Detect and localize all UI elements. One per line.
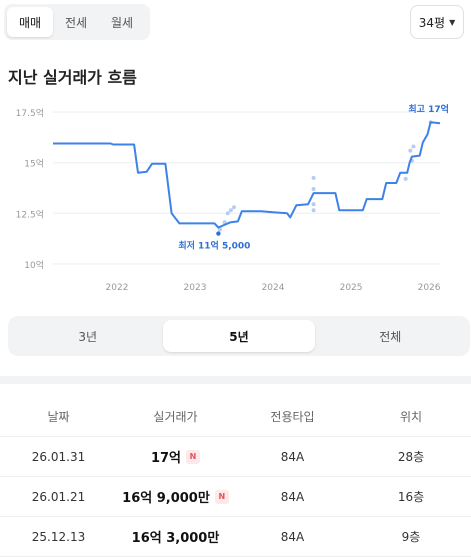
tab-jeonse[interactable]: 전세 [64, 15, 88, 30]
row-date: 25.12.13 [31, 529, 86, 544]
min-price-label: 최저 11억 5,000 [178, 240, 250, 252]
y-tick-label: 17.5억 [16, 107, 44, 119]
row-type: 84A [280, 529, 305, 544]
x-tick-label: 2025 [340, 283, 363, 293]
table-header-row: 날짜 실거래가 전용타입 위치 [0, 396, 471, 437]
new-badge: N [186, 449, 201, 464]
tab-range-3y[interactable]: 3년 [78, 329, 97, 344]
y-tick-label: 10억 [24, 259, 44, 271]
tab-sale[interactable]: 매매 [7, 7, 53, 37]
transaction-dot [311, 175, 316, 180]
header-floor: 위치 [399, 409, 423, 424]
header-date: 날짜 [47, 409, 70, 424]
transaction-dot [311, 187, 316, 192]
row-price-cell: 16억 9,000만 N [117, 487, 234, 506]
header-type: 전용타입 [270, 409, 315, 424]
row-price: 17억 [150, 451, 182, 466]
transaction-dot [403, 176, 408, 181]
row-type: 84A [280, 449, 305, 464]
x-tick-label: 2022 [106, 283, 129, 293]
transaction-dot [228, 208, 233, 213]
transaction-dot [408, 148, 413, 153]
chevron-down-icon: ▼ [449, 17, 456, 27]
header-price: 실거래가 [153, 409, 198, 424]
transaction-table: 날짜 실거래가 전용타입 위치 26.01.31 17억 N 84A 28층 2… [0, 396, 471, 557]
period-range-tabs: 3년 5년 전체 [8, 316, 470, 356]
row-price-cell: 16억 3,000만 [117, 527, 234, 546]
row-floor: 16층 [397, 490, 425, 504]
price-trend-chart: 10억 12.5억 15억 17.5억 2022 2023 2024 2025 2026 최고 1… [16, 103, 449, 293]
row-price-cell: 17억 N [117, 447, 234, 466]
tab-monthly-rent[interactable]: 월세 [110, 15, 134, 30]
row-date: 26.01.21 [31, 489, 86, 504]
x-tick-label: 2023 [184, 283, 207, 293]
section-title: 지난 실거래가 흐름 [8, 68, 137, 87]
y-tick-label: 12.5억 [16, 208, 44, 220]
table-row[interactable]: 25.12.13 16억 3,000만 84A 9층 [0, 517, 471, 557]
row-price: 16억 9,000만 [122, 491, 210, 506]
transaction-dot [217, 227, 222, 232]
transaction-dot [311, 208, 316, 213]
new-badge: N [214, 489, 229, 504]
row-floor: 28층 [397, 450, 425, 464]
size-select-value: 34평 [418, 15, 446, 30]
tab-range-5y[interactable]: 5년 [163, 320, 315, 352]
transaction-dot [232, 205, 237, 210]
row-price: 16억 3,000만 [131, 531, 220, 546]
price-line [53, 121, 441, 229]
row-date: 26.01.31 [31, 449, 86, 464]
x-tick-label: 2024 [262, 283, 285, 293]
size-select[interactable]: 34평 ▼ [410, 5, 464, 39]
section-divider [0, 376, 471, 384]
max-price-label: 최고 17억 [408, 103, 449, 115]
table-row[interactable]: 26.01.31 17억 N 84A 28층 [0, 437, 471, 477]
tab-range-all[interactable]: 전체 [379, 329, 402, 344]
min-point-marker [216, 231, 221, 236]
deal-type-tabs: 매매 전세 월세 [4, 4, 150, 40]
transaction-dot [225, 211, 230, 216]
x-tick-label: 2026 [418, 283, 441, 293]
row-floor: 9층 [401, 530, 421, 544]
table-row[interactable]: 26.01.21 16억 9,000만 N 84A 16층 [0, 477, 471, 517]
y-tick-label: 15억 [24, 158, 44, 170]
row-type: 84A [280, 489, 305, 504]
transaction-dot [411, 144, 416, 149]
transaction-dot [311, 202, 316, 207]
